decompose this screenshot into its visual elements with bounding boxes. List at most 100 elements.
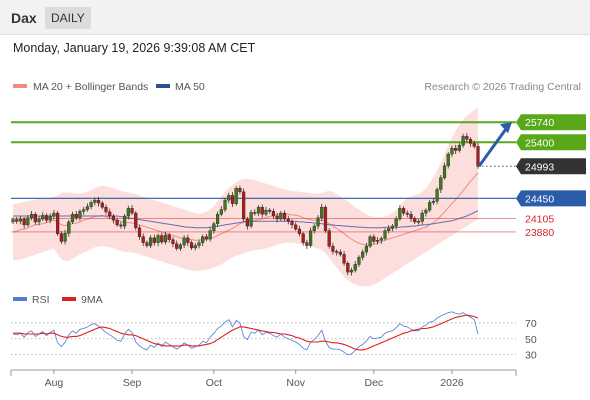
candle-body	[446, 153, 450, 167]
x-tick-label-Nov: Nov	[286, 377, 305, 389]
candle-body	[279, 212, 283, 220]
candle-body	[93, 199, 97, 203]
bollinger-band-area	[13, 108, 478, 287]
candle-body	[204, 236, 209, 240]
candle-body	[238, 188, 242, 193]
candle-body	[74, 214, 78, 219]
level-24450-label: 24450	[525, 193, 554, 205]
candle-body	[208, 230, 212, 240]
instrument-title: Dax	[11, 10, 37, 26]
candle-body	[175, 243, 179, 249]
candle-body	[67, 221, 71, 234]
rsi-ma-legend-swatch	[62, 297, 76, 301]
candle-body	[413, 218, 417, 223]
candle-body	[141, 236, 145, 243]
candle-body	[186, 237, 190, 243]
candle-body	[37, 218, 41, 223]
candle-body	[256, 206, 261, 214]
candle-body	[44, 215, 49, 221]
level-24993-tag	[516, 158, 586, 175]
chart-legend: MA 20 + Bollinger Bands MA 50 Research ©…	[13, 81, 581, 93]
level-25740-tag	[516, 114, 586, 131]
candle-body	[312, 225, 316, 231]
candle-body	[457, 145, 461, 151]
candle-body	[335, 251, 339, 253]
candle-body	[368, 236, 372, 247]
level-25400-label: 25400	[525, 137, 554, 149]
x-tick-label-2026: 2026	[440, 377, 464, 389]
candle-body	[178, 244, 182, 249]
candle-body	[290, 221, 294, 226]
candle-body	[137, 227, 142, 237]
candle-body	[349, 270, 354, 273]
candle-body	[346, 263, 350, 273]
candle-body	[134, 212, 138, 229]
candle-body	[465, 136, 469, 140]
timeframe-tab-daily[interactable]: DAILY	[45, 7, 91, 29]
candle-body	[420, 212, 424, 222]
candle-body	[442, 165, 447, 178]
candle-body	[342, 254, 346, 264]
candle-body	[160, 235, 164, 243]
level-24450-tag	[516, 190, 586, 207]
candle-body	[260, 206, 264, 215]
ma20-legend-label: MA 20 + Bollinger Bands	[33, 81, 148, 93]
candle-body	[89, 202, 93, 207]
candle-body	[122, 215, 127, 227]
candle-body	[26, 217, 30, 226]
candle-body	[85, 206, 89, 210]
rsi-legend-label: RSI	[32, 294, 50, 306]
candle-body	[323, 206, 328, 231]
candle-body	[275, 215, 279, 220]
candle-body	[119, 224, 123, 227]
candle-body	[126, 208, 130, 217]
candle-body	[394, 218, 398, 227]
candle-body	[193, 245, 197, 249]
rsi-tick-label-70: 70	[525, 318, 537, 330]
candle-body	[149, 237, 153, 246]
candle-body	[372, 236, 376, 242]
candle-body	[297, 228, 302, 234]
credit-text: Research © 2026 Trading Central	[424, 81, 581, 93]
rsi-plot-area: 70 50 30	[11, 311, 537, 362]
candle-body	[111, 215, 116, 221]
candle-body	[152, 237, 156, 243]
candle-body	[167, 234, 171, 240]
candle-body	[338, 251, 342, 255]
candle-body	[387, 228, 391, 231]
candle-body	[301, 233, 305, 243]
candle-body	[268, 209, 272, 212]
candle-body	[316, 217, 320, 227]
rsi-tick-label-30: 30	[525, 350, 537, 362]
x-axis	[10, 369, 517, 376]
candle-body	[472, 143, 476, 147]
candle-body	[264, 209, 268, 215]
candle-body	[375, 240, 380, 242]
candle-body	[309, 230, 313, 246]
candle-body	[18, 218, 23, 222]
ma50-line	[13, 210, 479, 229]
candle-body	[201, 236, 205, 243]
candle-body	[468, 139, 473, 144]
candle-body	[353, 264, 357, 271]
candle-body	[156, 235, 160, 243]
level-24993-label: 24993	[525, 161, 554, 173]
x-tick-label-Sep: Sep	[123, 377, 142, 389]
timestamp: Monday, January 19, 2026 9:39:08 AM CET	[13, 41, 256, 55]
candle-body	[100, 202, 104, 208]
rsi-legend: RSI 9MA	[13, 294, 103, 306]
candle-body	[145, 242, 149, 246]
candle-body	[461, 136, 465, 146]
candle-body	[108, 211, 112, 217]
candle-body	[253, 212, 257, 214]
candle-body	[242, 191, 246, 220]
candle-body	[383, 230, 387, 239]
candle-body	[439, 177, 443, 190]
header-bar: Dax DAILY	[0, 0, 590, 35]
candle-body	[450, 147, 454, 155]
candle-body	[215, 214, 220, 224]
rsi-ma-line	[13, 314, 479, 351]
candle-body	[249, 212, 253, 227]
candle-body	[171, 239, 175, 244]
